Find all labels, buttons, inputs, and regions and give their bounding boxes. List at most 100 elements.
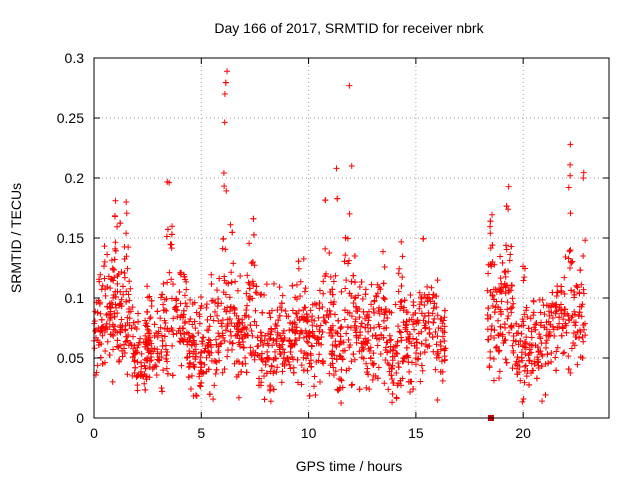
data-point <box>153 371 160 378</box>
data-point <box>201 347 208 354</box>
data-point <box>128 325 135 332</box>
data-point <box>170 315 177 322</box>
data-point <box>414 317 421 324</box>
data-point <box>337 353 344 360</box>
data-point <box>177 330 184 337</box>
data-point <box>109 321 116 328</box>
data-point <box>530 309 537 316</box>
data-point <box>554 289 561 296</box>
data-point <box>110 346 117 353</box>
data-point <box>364 340 371 347</box>
data-point <box>243 369 250 376</box>
data-point <box>552 303 559 310</box>
data-point <box>350 299 357 306</box>
data-point <box>538 351 545 358</box>
data-point <box>196 311 203 318</box>
data-point <box>111 274 118 281</box>
data-point <box>578 281 585 288</box>
data-point <box>345 336 352 343</box>
data-point <box>119 353 126 360</box>
data-point <box>579 354 586 361</box>
data-point <box>406 368 413 375</box>
data-point <box>274 364 281 371</box>
data-point <box>234 287 241 294</box>
data-point <box>224 353 231 360</box>
data-point <box>346 290 353 297</box>
data-point <box>119 347 126 354</box>
data-point <box>234 326 241 333</box>
data-point <box>430 305 437 312</box>
data-point <box>239 360 246 367</box>
data-point <box>334 386 341 393</box>
data-point <box>370 350 377 357</box>
data-point <box>251 318 258 325</box>
data-point <box>221 337 228 344</box>
data-point <box>526 357 533 364</box>
data-point <box>241 331 248 338</box>
data-point <box>308 343 315 350</box>
data-point <box>552 310 559 317</box>
data-point <box>560 350 567 357</box>
data-point <box>131 358 138 365</box>
data-point <box>173 296 180 303</box>
data-point <box>144 283 151 290</box>
data-point <box>244 272 251 279</box>
data-point <box>434 333 441 340</box>
data-point <box>107 315 114 322</box>
x-tick-label: 5 <box>197 425 205 441</box>
data-point <box>520 277 527 284</box>
data-point <box>364 365 371 372</box>
data-point <box>338 288 345 295</box>
data-point <box>159 337 166 344</box>
data-point <box>400 304 407 311</box>
data-point <box>521 379 528 386</box>
data-point <box>211 308 218 315</box>
data-point <box>181 331 188 338</box>
data-point <box>146 364 153 371</box>
data-point <box>198 379 205 386</box>
data-point <box>577 329 584 336</box>
data-point <box>177 300 184 307</box>
data-point <box>363 360 370 367</box>
data-point <box>543 337 550 344</box>
data-point <box>292 294 299 301</box>
data-point <box>279 292 286 299</box>
data-point <box>237 343 244 350</box>
data-point <box>374 342 381 349</box>
data-point <box>424 283 431 290</box>
data-point <box>319 328 326 335</box>
data-point <box>238 368 245 375</box>
data-point <box>205 348 212 355</box>
data-point <box>121 243 128 250</box>
data-point <box>565 255 572 262</box>
data-point <box>309 322 316 329</box>
data-point <box>558 301 565 308</box>
data-point <box>164 325 171 332</box>
data-point <box>346 210 353 217</box>
data-point <box>268 363 275 370</box>
data-point <box>205 366 212 373</box>
data-point <box>235 339 242 346</box>
data-point <box>182 276 189 283</box>
data-point <box>267 331 274 338</box>
data-point <box>330 364 337 371</box>
data-point <box>367 354 374 361</box>
data-point <box>431 300 438 307</box>
data-point <box>359 296 366 303</box>
data-point <box>267 398 274 405</box>
data-point <box>178 362 185 369</box>
data-point <box>179 337 186 344</box>
data-point <box>101 243 108 250</box>
data-point <box>388 365 395 372</box>
data-point <box>144 355 151 362</box>
data-point <box>287 343 294 350</box>
data-point <box>154 350 161 357</box>
data-point <box>551 302 558 309</box>
data-point <box>541 324 548 331</box>
data-point <box>125 291 132 298</box>
data-point <box>374 375 381 382</box>
data-point <box>148 297 155 304</box>
data-point <box>403 318 410 325</box>
data-point <box>297 293 304 300</box>
data-point <box>187 385 194 392</box>
